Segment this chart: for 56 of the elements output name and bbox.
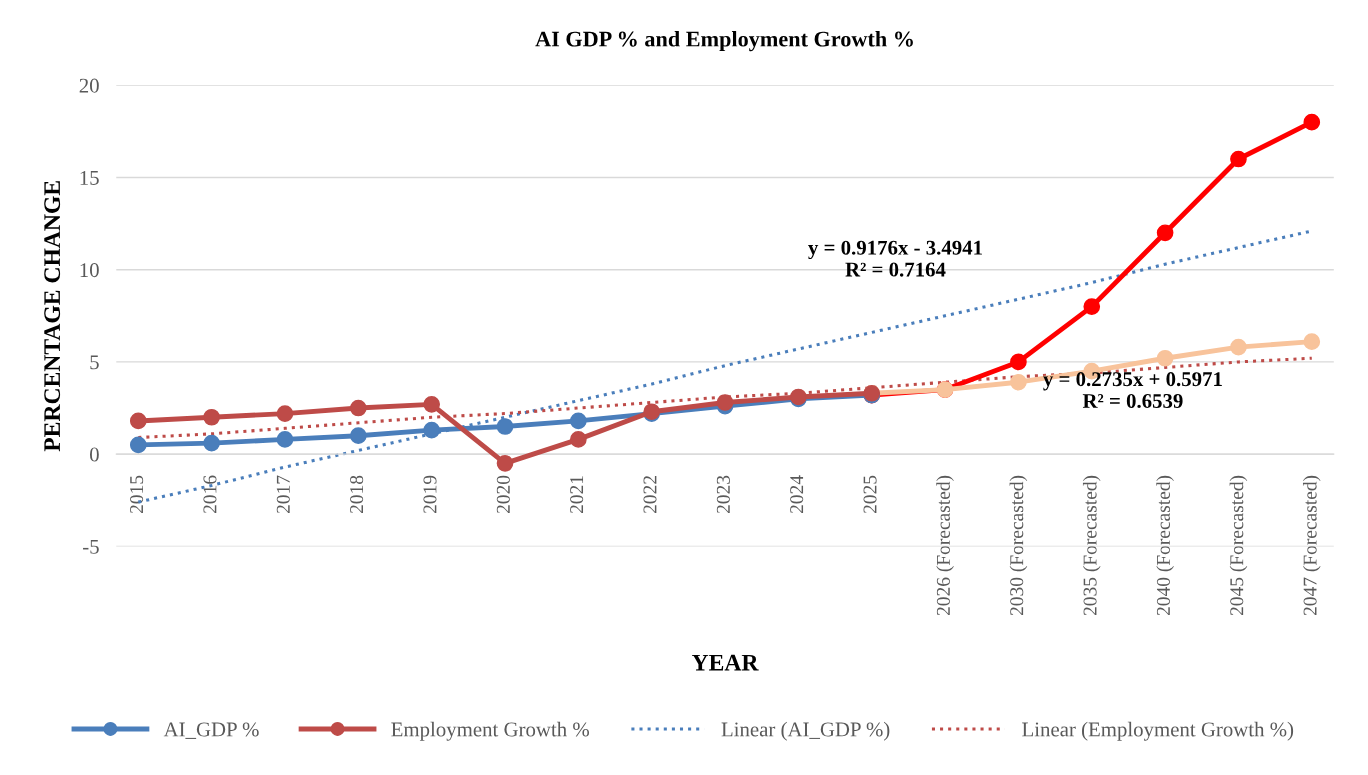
x-tick-label: 2024 bbox=[790, 475, 804, 514]
y-tick-label: 0 bbox=[89, 447, 99, 462]
x-tick-label: 2022 bbox=[643, 476, 657, 514]
chart-title: AI GDP % and Employment Growth % bbox=[535, 30, 913, 52]
y-tick-label: 5 bbox=[90, 355, 99, 370]
point bbox=[1230, 338, 1247, 356]
x-tick-label: 2019 bbox=[423, 475, 437, 514]
y-tick-label: 15 bbox=[80, 170, 99, 185]
point bbox=[423, 396, 440, 413]
point bbox=[496, 418, 514, 435]
legend-label: AI_GDP % bbox=[163, 722, 259, 739]
point bbox=[1083, 298, 1101, 315]
x-tick-label: 2018 bbox=[350, 475, 364, 514]
x-tick-label: 2030 (Forecasted) bbox=[1009, 475, 1028, 616]
point bbox=[276, 405, 294, 422]
y-tick-label: -5 bbox=[83, 539, 99, 554]
x-tick-label: 2021 bbox=[570, 476, 584, 514]
annotation: y = 0.2735x + 0.5971 R² = 0.6539 bbox=[1043, 372, 1222, 409]
point bbox=[716, 394, 734, 411]
x-tick-label: 2020 bbox=[496, 475, 510, 514]
point bbox=[1303, 113, 1321, 131]
point bbox=[129, 412, 147, 430]
x-tick-label: 2023 bbox=[716, 475, 730, 514]
y-tick-label: 10 bbox=[80, 263, 99, 278]
legend-label: Linear (AI_GDP %) bbox=[721, 721, 890, 741]
point bbox=[1156, 224, 1174, 242]
x-tick-label: 2026 (Forecasted) bbox=[936, 475, 954, 616]
x-tick-label: 2040 (Forecasted) bbox=[1156, 475, 1174, 616]
x-tick-label: 2047 (Forecasted) bbox=[1302, 475, 1321, 616]
point bbox=[203, 434, 220, 452]
x-tick-label: 2045 (Forecasted) bbox=[1229, 475, 1248, 616]
point bbox=[1156, 349, 1174, 367]
point bbox=[496, 455, 514, 472]
y-axis-title: PERCENTAGE CHANGE bbox=[44, 181, 61, 452]
x-tick-label: 2017 bbox=[276, 475, 290, 514]
y-tick-label: 20 bbox=[79, 78, 99, 93]
point bbox=[1010, 353, 1027, 371]
point bbox=[423, 421, 440, 439]
point bbox=[1010, 373, 1027, 391]
x-tick-label: 2016 bbox=[203, 475, 217, 514]
x-tick-label: 2015 bbox=[130, 475, 144, 514]
point bbox=[129, 436, 147, 454]
x-axis-title: YEAR bbox=[692, 654, 759, 671]
point bbox=[570, 412, 587, 430]
point bbox=[276, 431, 294, 448]
point bbox=[1230, 150, 1247, 168]
legend-label: Linear (Employment Growth %) bbox=[1022, 721, 1294, 741]
x-tick-label: 2025 bbox=[863, 475, 877, 514]
point bbox=[570, 431, 587, 448]
point bbox=[1303, 333, 1321, 350]
point bbox=[349, 427, 367, 445]
point bbox=[349, 399, 367, 417]
annotation: y = 0.9176x - 3.4941 R² = 0.7164 bbox=[808, 240, 982, 277]
x-tick-label: 2035 (Forecasted) bbox=[1082, 475, 1101, 616]
legend-label: Employment Growth % bbox=[391, 721, 590, 741]
point bbox=[203, 408, 220, 426]
